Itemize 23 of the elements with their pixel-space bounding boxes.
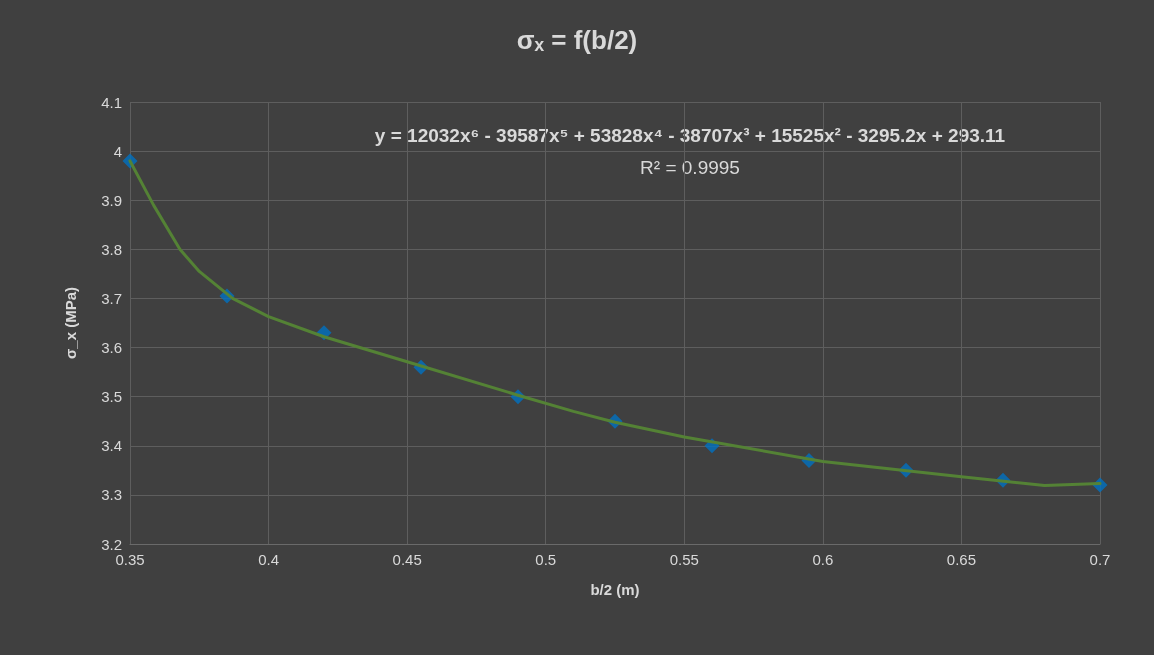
x-tick-label: 0.6 [812, 551, 834, 568]
x-tick-label: 0.7 [1089, 551, 1111, 568]
chart-title: σₓ = f(b/2) [516, 25, 638, 55]
y-tick-label: 4 [113, 142, 122, 160]
annotation: y = 12032x⁶ - 39587x⁵ + 53828x⁴ - 38707x³ + 15525x² - 3295.2x + 293.11 [374, 124, 1006, 146]
x-tick-label: 0.55 [669, 551, 699, 568]
y-tick-label: 3.7 [101, 289, 122, 307]
y-tick-label: 3.3 [101, 486, 122, 504]
x-tick-label: 0.5 [535, 551, 557, 568]
y-tick-label: 3.8 [101, 240, 122, 258]
annotation: R² = 0.9995 [640, 156, 740, 178]
y-tick-label: 3.6 [101, 339, 122, 357]
y-tick-label: 3.5 [101, 388, 122, 406]
x-tick-label: 0.45 [392, 551, 422, 568]
x-tick-label: 0.4 [258, 551, 279, 568]
y-tick-label: 4.1 [101, 93, 122, 111]
y-tick-label: 3.4 [101, 437, 122, 455]
y-tick-label: 3.9 [101, 191, 122, 209]
x-tick-label: 0.65 [946, 551, 977, 568]
y-axis-title: σ_x (MPa) [62, 287, 79, 359]
x-tick-label: 0.35 [115, 551, 145, 568]
y-tick-label: 3.2 [101, 535, 122, 553]
x-axis-title: b/2 (m) [590, 581, 640, 598]
